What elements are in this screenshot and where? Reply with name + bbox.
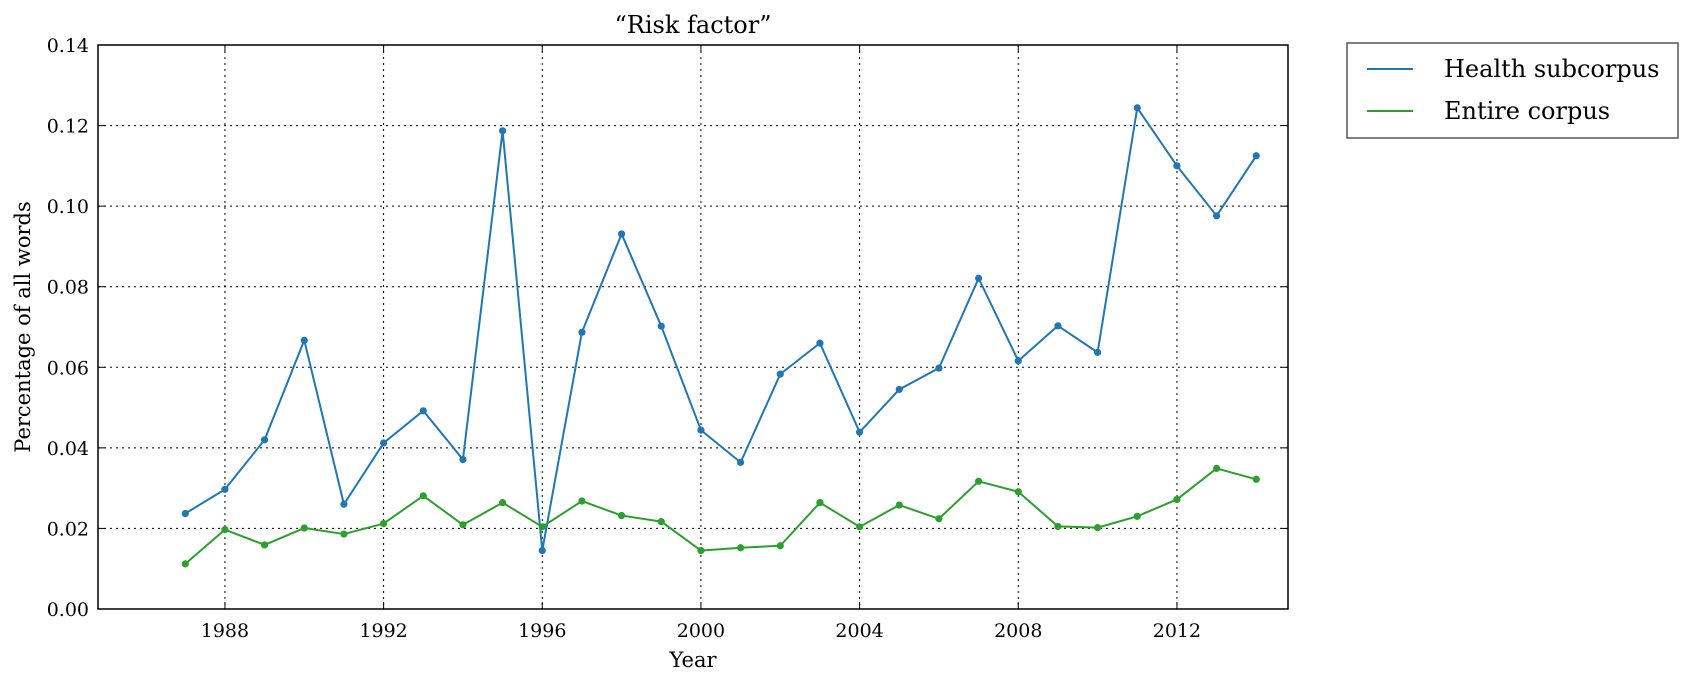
data-point-health-subcorpus bbox=[499, 127, 507, 135]
data-point-entire-corpus bbox=[499, 499, 507, 507]
data-point-health-subcorpus bbox=[816, 339, 824, 347]
series-points bbox=[181, 104, 1260, 568]
data-point-health-subcorpus bbox=[776, 370, 784, 378]
data-point-entire-corpus bbox=[261, 541, 269, 549]
x-axis-title: Year bbox=[668, 648, 717, 672]
data-point-entire-corpus bbox=[935, 515, 943, 523]
series-line-health-subcorpus bbox=[184, 106, 1258, 552]
data-point-entire-corpus bbox=[1173, 495, 1181, 504]
data-point-health-subcorpus bbox=[459, 455, 467, 464]
data-point-health-subcorpus bbox=[657, 322, 665, 330]
data-point-health-subcorpus bbox=[1014, 357, 1022, 365]
data-point-health-subcorpus bbox=[1213, 212, 1221, 220]
y-axis-ticks: 0.00 0.02 0.04 0.06 0.08 0.10 0.12 0.14 bbox=[47, 35, 1288, 621]
data-point-entire-corpus bbox=[380, 519, 388, 528]
y-axis-title: Percentage of all words bbox=[11, 201, 35, 452]
y-tick-label: 0.00 bbox=[47, 599, 89, 621]
y-tick-label: 0.08 bbox=[47, 277, 89, 299]
legend-box bbox=[1346, 42, 1679, 139]
x-tick-label: 1988 bbox=[201, 620, 249, 642]
data-point-health-subcorpus bbox=[1094, 348, 1102, 356]
series-line-entire-corpus bbox=[184, 467, 1257, 565]
y-tick-label: 0.12 bbox=[47, 116, 89, 138]
x-tick-label: 2012 bbox=[1153, 620, 1201, 642]
data-point-entire-corpus bbox=[776, 542, 784, 550]
data-point-entire-corpus bbox=[816, 499, 824, 507]
data-point-entire-corpus bbox=[1054, 522, 1062, 531]
chart-title: “Risk factor” bbox=[615, 11, 772, 39]
data-point-entire-corpus bbox=[419, 492, 427, 500]
plot-area-frame bbox=[97, 44, 1289, 610]
y-tick-label: 0.06 bbox=[47, 357, 89, 379]
data-point-entire-corpus bbox=[538, 523, 546, 531]
data-point-entire-corpus bbox=[181, 560, 189, 568]
data-point-entire-corpus bbox=[459, 521, 467, 529]
data-point-entire-corpus bbox=[657, 517, 665, 526]
grid-lines bbox=[98, 44, 1288, 610]
data-point-health-subcorpus bbox=[1173, 162, 1181, 170]
data-point-health-subcorpus bbox=[697, 426, 705, 434]
x-tick-label: 2008 bbox=[994, 620, 1042, 642]
data-point-entire-corpus bbox=[300, 524, 308, 532]
data-point-entire-corpus bbox=[340, 530, 348, 538]
data-point-entire-corpus bbox=[975, 477, 983, 485]
data-point-health-subcorpus bbox=[261, 436, 269, 444]
data-point-entire-corpus bbox=[1133, 512, 1141, 520]
data-point-health-subcorpus bbox=[181, 509, 189, 518]
data-point-entire-corpus bbox=[1094, 524, 1102, 532]
x-tick-label: 1992 bbox=[359, 620, 407, 642]
x-tick-label: 1996 bbox=[518, 620, 566, 642]
x-tick-label: 2000 bbox=[677, 620, 725, 642]
data-point-health-subcorpus bbox=[300, 336, 308, 344]
series-lines bbox=[184, 106, 1258, 565]
data-point-entire-corpus bbox=[856, 523, 864, 531]
legend: Health subcorpus Entire corpus bbox=[1346, 42, 1679, 139]
data-point-entire-corpus bbox=[895, 501, 903, 509]
y-tick-label: 0.04 bbox=[47, 438, 89, 460]
data-point-health-subcorpus bbox=[380, 439, 388, 447]
x-axis-ticks: 1988 1992 1996 2000 2004 2008 2012 bbox=[201, 45, 1201, 642]
data-point-health-subcorpus bbox=[975, 274, 983, 282]
data-point-entire-corpus bbox=[1252, 475, 1260, 483]
data-point-health-subcorpus bbox=[1252, 152, 1260, 160]
data-point-health-subcorpus bbox=[538, 546, 546, 555]
data-point-entire-corpus bbox=[697, 546, 705, 555]
data-point-entire-corpus bbox=[737, 544, 745, 552]
data-point-health-subcorpus bbox=[221, 485, 229, 493]
data-point-health-subcorpus bbox=[856, 428, 864, 436]
data-point-health-subcorpus bbox=[1054, 322, 1062, 330]
y-tick-label: 0.14 bbox=[47, 35, 89, 57]
data-point-health-subcorpus bbox=[737, 458, 745, 466]
legend-label-entire-corpus: Entire corpus bbox=[1444, 97, 1610, 125]
legend-label-health-subcorpus: Health subcorpus bbox=[1444, 55, 1659, 83]
data-point-health-subcorpus bbox=[895, 385, 903, 394]
data-point-health-subcorpus bbox=[618, 230, 626, 238]
data-point-health-subcorpus bbox=[935, 364, 943, 372]
data-point-entire-corpus bbox=[1213, 464, 1221, 473]
data-point-health-subcorpus bbox=[578, 328, 586, 336]
data-point-health-subcorpus bbox=[419, 407, 427, 415]
y-tick-label: 0.10 bbox=[47, 196, 89, 218]
data-point-entire-corpus bbox=[578, 497, 586, 505]
data-point-health-subcorpus bbox=[1133, 104, 1141, 112]
data-point-entire-corpus bbox=[618, 511, 626, 520]
data-point-entire-corpus bbox=[1014, 488, 1022, 496]
x-tick-label: 2004 bbox=[835, 620, 883, 642]
data-point-health-subcorpus bbox=[340, 500, 348, 508]
data-point-entire-corpus bbox=[221, 526, 229, 534]
y-tick-label: 0.02 bbox=[47, 518, 89, 540]
